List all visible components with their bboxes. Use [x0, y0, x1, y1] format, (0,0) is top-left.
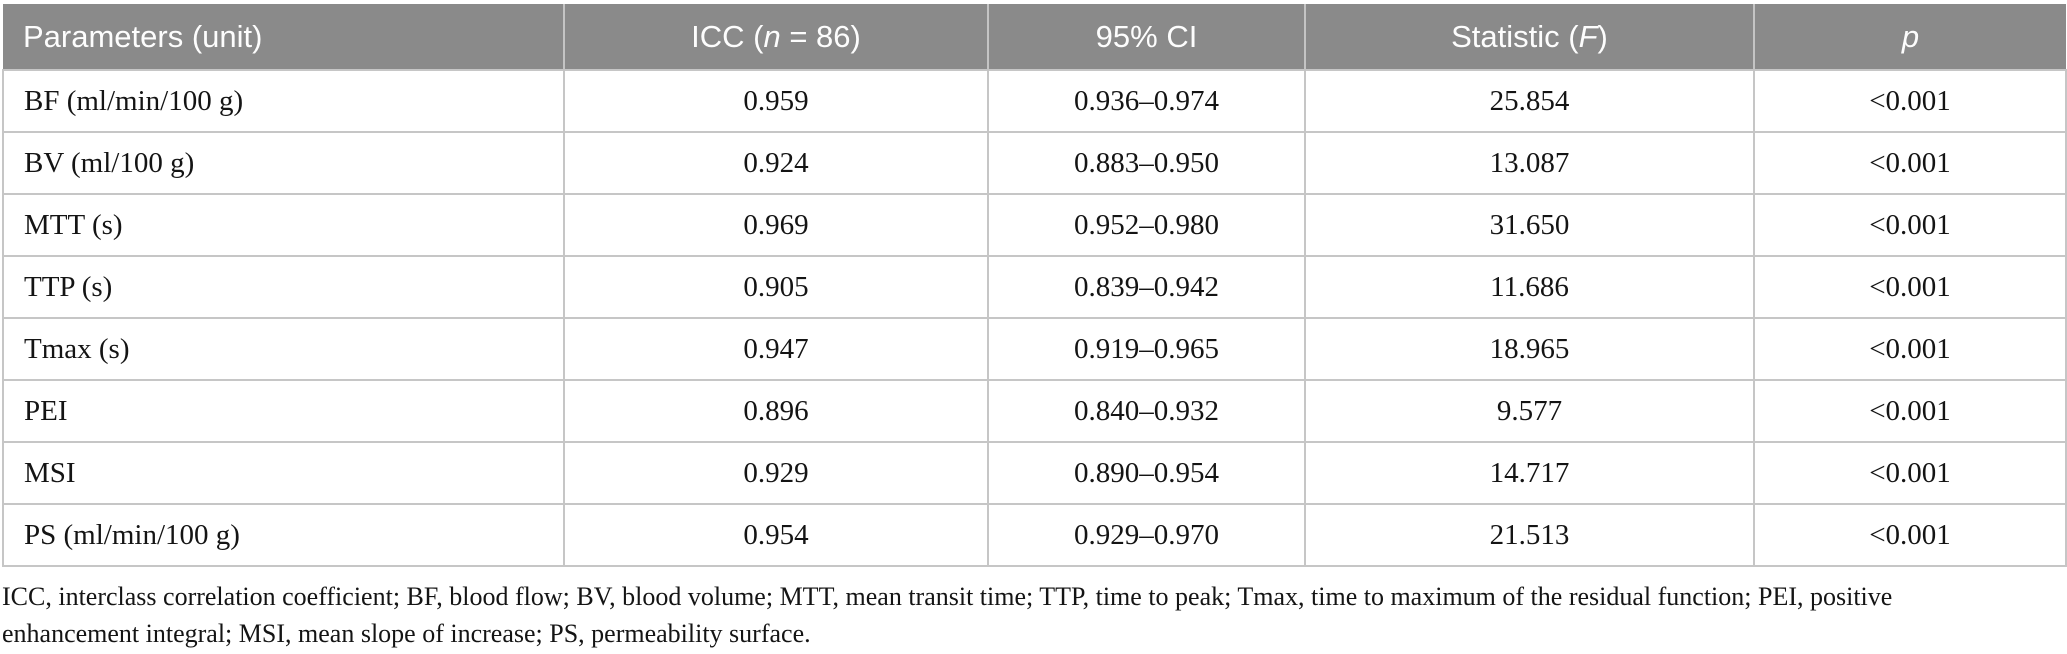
ci-cell: 0.952–0.980	[987, 193, 1306, 257]
ci-cell: 0.919–0.965	[987, 317, 1306, 381]
param-cell: TTP (s)	[2, 255, 565, 319]
statistic-cell: 13.087	[1304, 131, 1755, 195]
ci-cell: 0.929–0.970	[987, 503, 1306, 567]
statistic-cell: 11.686	[1304, 255, 1755, 319]
p-cell: <0.001	[1753, 441, 2067, 505]
column-header-statistic: Statistic (F)	[1304, 4, 1754, 70]
ci-cell: 0.890–0.954	[987, 441, 1306, 505]
column-header-icc: ICC (n = 86)	[563, 4, 988, 70]
statistic-cell: 25.854	[1304, 69, 1755, 133]
p-cell: <0.001	[1753, 255, 2067, 319]
param-cell: BV (ml/100 g)	[2, 131, 565, 195]
statistic-cell: 21.513	[1304, 503, 1755, 567]
statistic-cell: 31.650	[1304, 193, 1755, 257]
p-cell: <0.001	[1753, 503, 2067, 567]
table-footnote: ICC, interclass correlation coefficient;…	[2, 567, 2065, 652]
column-header-parameters: Parameters (unit)	[3, 4, 564, 70]
icc-cell: 0.896	[563, 379, 989, 443]
param-cell: PEI	[2, 379, 565, 443]
footnote-line: enhancement integral; MSI, mean slope of…	[2, 619, 811, 648]
footnote-line: ICC, interclass correlation coefficient;…	[2, 582, 1893, 611]
column-header-p: p	[1753, 4, 2066, 70]
icc-cell: 0.969	[563, 193, 989, 257]
ci-cell: 0.883–0.950	[987, 131, 1306, 195]
icc-statistics-table: Parameters (unit) ICC (n = 86) 95% CI St…	[2, 4, 2067, 567]
statistic-cell: 9.577	[1304, 379, 1755, 443]
statistic-cell: 18.965	[1304, 317, 1755, 381]
statistic-cell: 14.717	[1304, 441, 1755, 505]
param-cell: MTT (s)	[2, 193, 565, 257]
table-row: PEI 0.896 0.840–0.932 9.577 <0.001	[2, 379, 2067, 443]
table-row: MSI 0.929 0.890–0.954 14.717 <0.001	[2, 441, 2067, 505]
table-body: BF (ml/min/100 g) 0.959 0.936–0.974 25.8…	[2, 69, 2067, 567]
icc-cell: 0.959	[563, 69, 989, 133]
column-header-ci: 95% CI	[987, 4, 1305, 70]
ci-cell: 0.839–0.942	[987, 255, 1306, 319]
table-row: MTT (s) 0.969 0.952–0.980 31.650 <0.001	[2, 193, 2067, 257]
p-cell: <0.001	[1753, 317, 2067, 381]
p-cell: <0.001	[1753, 379, 2067, 443]
ci-cell: 0.936–0.974	[987, 69, 1306, 133]
p-cell: <0.001	[1753, 193, 2067, 257]
icc-cell: 0.924	[563, 131, 989, 195]
icc-cell: 0.929	[563, 441, 989, 505]
param-cell: BF (ml/min/100 g)	[2, 69, 565, 133]
icc-cell: 0.954	[563, 503, 989, 567]
p-cell: <0.001	[1753, 69, 2067, 133]
table-header-row: Parameters (unit) ICC (n = 86) 95% CI St…	[3, 4, 2066, 70]
table-row: BF (ml/min/100 g) 0.959 0.936–0.974 25.8…	[2, 69, 2067, 133]
table-row: TTP (s) 0.905 0.839–0.942 11.686 <0.001	[2, 255, 2067, 319]
param-cell: Tmax (s)	[2, 317, 565, 381]
icc-cell: 0.905	[563, 255, 989, 319]
table-row: BV (ml/100 g) 0.924 0.883–0.950 13.087 <…	[2, 131, 2067, 195]
icc-cell: 0.947	[563, 317, 989, 381]
table-row: PS (ml/min/100 g) 0.954 0.929–0.970 21.5…	[2, 503, 2067, 567]
table-row: Tmax (s) 0.947 0.919–0.965 18.965 <0.001	[2, 317, 2067, 381]
param-cell: PS (ml/min/100 g)	[2, 503, 565, 567]
p-cell: <0.001	[1753, 131, 2067, 195]
ci-cell: 0.840–0.932	[987, 379, 1306, 443]
param-cell: MSI	[2, 441, 565, 505]
